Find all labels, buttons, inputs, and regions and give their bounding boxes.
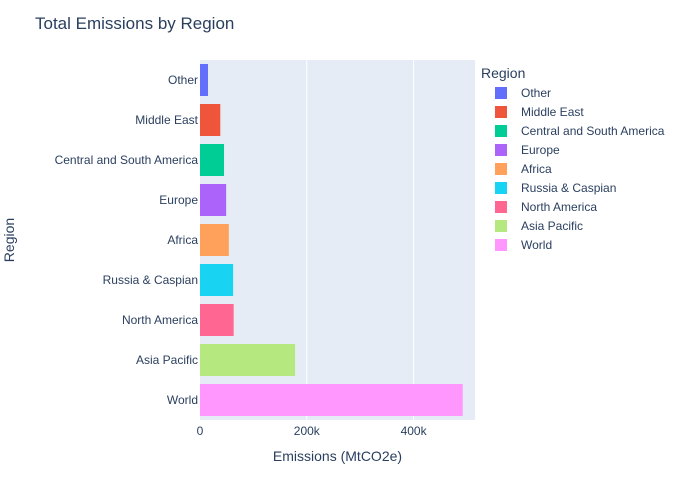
- legend-swatch-2: [495, 125, 507, 137]
- y-tick-label: Asia Pacific: [136, 353, 198, 367]
- x-axis-title: Emissions (MtCO2e): [273, 448, 402, 464]
- legend-entry-label: Asia Pacific: [521, 219, 583, 233]
- legend-swatch-1: [495, 106, 507, 118]
- y-tick-label: Russia & Caspian: [103, 273, 198, 287]
- bar-0: [200, 64, 209, 96]
- y-tick-label: World: [167, 393, 198, 407]
- legend-entry-label: Middle East: [521, 105, 584, 119]
- grid-lines: [306, 60, 415, 420]
- x-tick-labels: 0 200k 400k: [197, 424, 428, 438]
- legend-swatch-7: [495, 220, 507, 232]
- legend-entry-label: Africa: [521, 162, 552, 176]
- y-tick-label: Central and South America: [55, 153, 199, 167]
- bar-6: [200, 304, 234, 336]
- x-tick-label: 0: [197, 424, 204, 438]
- bars: [200, 64, 463, 416]
- x-tick-label: 200k: [294, 424, 321, 438]
- legend: Region Other Middle East Central and South…: [481, 65, 665, 252]
- legend-entry-label: Russia & Caspian: [521, 181, 616, 195]
- y-tick-label: Africa: [167, 233, 198, 247]
- y-tick-label: Middle East: [135, 113, 198, 127]
- y-tick-label: Europe: [159, 193, 198, 207]
- bar-4: [200, 224, 229, 256]
- legend-entry-label: Europe: [521, 143, 560, 157]
- y-tick-label: Other: [168, 73, 198, 87]
- legend-title: Region: [481, 65, 525, 81]
- bar-3: [200, 184, 227, 216]
- y-tick-label: North America: [122, 313, 198, 327]
- bar-1: [200, 104, 221, 136]
- bar-5: [200, 264, 234, 296]
- legend-entry-label: World: [521, 238, 552, 252]
- legend-entry-label: North America: [521, 200, 597, 214]
- legend-entry-label: Central and South America: [521, 124, 665, 138]
- bar-2: [200, 144, 225, 176]
- x-tick-label: 400k: [401, 424, 428, 438]
- legend-entry-label: Other: [521, 86, 551, 100]
- chart-title: Total Emissions by Region: [35, 14, 234, 33]
- legend-swatch-6: [495, 201, 507, 213]
- y-axis-title: Region: [1, 218, 17, 262]
- legend-swatch-3: [495, 144, 507, 156]
- legend-swatch-0: [495, 87, 507, 99]
- legend-swatch-8: [495, 239, 507, 251]
- legend-swatch-4: [495, 163, 507, 175]
- bar-7: [200, 344, 296, 376]
- legend-swatch-5: [495, 182, 507, 194]
- y-tick-labels: Other Middle East Central and South Americ…: [55, 73, 199, 407]
- bar-8: [200, 384, 463, 416]
